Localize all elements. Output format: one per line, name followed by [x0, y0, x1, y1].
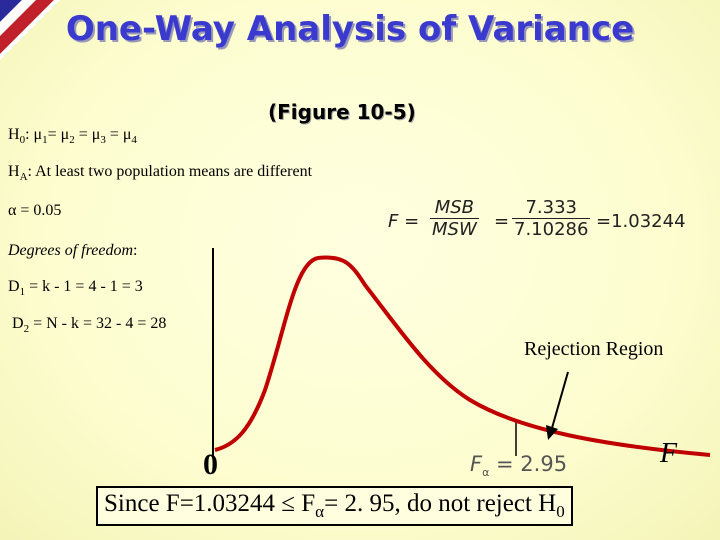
corner-stripes	[0, 0, 60, 60]
numerator: 7.333	[512, 197, 591, 219]
formula-lhs: F =	[388, 211, 420, 232]
subtitle: (Figure 10-5)	[268, 100, 416, 124]
origin-label: 0	[203, 448, 218, 481]
text-part: = μ	[74, 126, 101, 143]
subscript: A	[19, 171, 28, 184]
axis-label: F	[660, 438, 678, 469]
subscript: 4	[131, 134, 137, 147]
text-part: : μ	[25, 126, 43, 143]
null-hypothesis: H0: μ1= μ2 = μ3 = μ4	[8, 126, 137, 146]
d2: D2 = N - k = 32 - 4 = 28	[12, 315, 166, 335]
subscript: 1	[42, 134, 48, 147]
arrow	[551, 371, 569, 429]
subscript: 0	[556, 502, 565, 521]
rejection-label: Rejection Region	[524, 338, 664, 360]
conclusion: Since F=1.03244 ≤ Fα= 2. 95, do not reje…	[96, 486, 573, 526]
text-part: = 2.95	[489, 452, 568, 476]
text-part: = N - k = 32 - 4 = 28	[29, 315, 167, 332]
text-part: F	[470, 452, 483, 476]
text-part: = μ	[105, 126, 132, 143]
subscript: 1	[19, 286, 26, 299]
text-part: Since F=1.03244 ≤ F	[104, 490, 316, 517]
alpha: α = 0.05	[8, 202, 62, 219]
dof-heading: Degrees of freedom:	[8, 242, 137, 260]
alt-hypothesis: HA: At least two population means are di…	[8, 163, 312, 183]
text-part: = μ	[47, 126, 70, 143]
text-part: = 2. 95, do not reject H	[324, 490, 557, 517]
text-part: D	[12, 315, 24, 332]
dof-text: Degrees of freedom	[8, 242, 133, 259]
subscript: 2	[23, 323, 30, 336]
text-part: H	[8, 126, 20, 143]
subscript: 0	[19, 134, 26, 147]
subscript: α	[315, 502, 325, 521]
f-curve	[214, 255, 711, 457]
text-part: D	[8, 278, 20, 295]
denominator: MSW	[432, 219, 477, 240]
subscript: 3	[100, 134, 106, 147]
title: One-Way Analysis of Variance	[65, 9, 635, 49]
text-part: H	[8, 163, 20, 180]
fraction-1: MSB MSW	[430, 197, 479, 240]
critical-label: Fα = 2.95	[470, 452, 567, 479]
numerator: MSB	[430, 197, 479, 219]
formula-result: =1.03244	[596, 211, 686, 232]
subscript: α	[482, 466, 490, 480]
text-part: : At least two population means are diff…	[27, 163, 313, 180]
text-part: = k - 1 = 4 - 1 = 3	[25, 278, 143, 295]
dof-colon: :	[133, 242, 138, 259]
d1: D1 = k - 1 = 4 - 1 = 3	[8, 278, 143, 298]
arrow-head	[546, 425, 558, 440]
formula-eq: =	[494, 211, 510, 232]
subscript: 2	[69, 134, 75, 147]
fraction-2: 7.333 7.10286	[512, 197, 591, 240]
denominator: 7.10286	[514, 219, 589, 240]
